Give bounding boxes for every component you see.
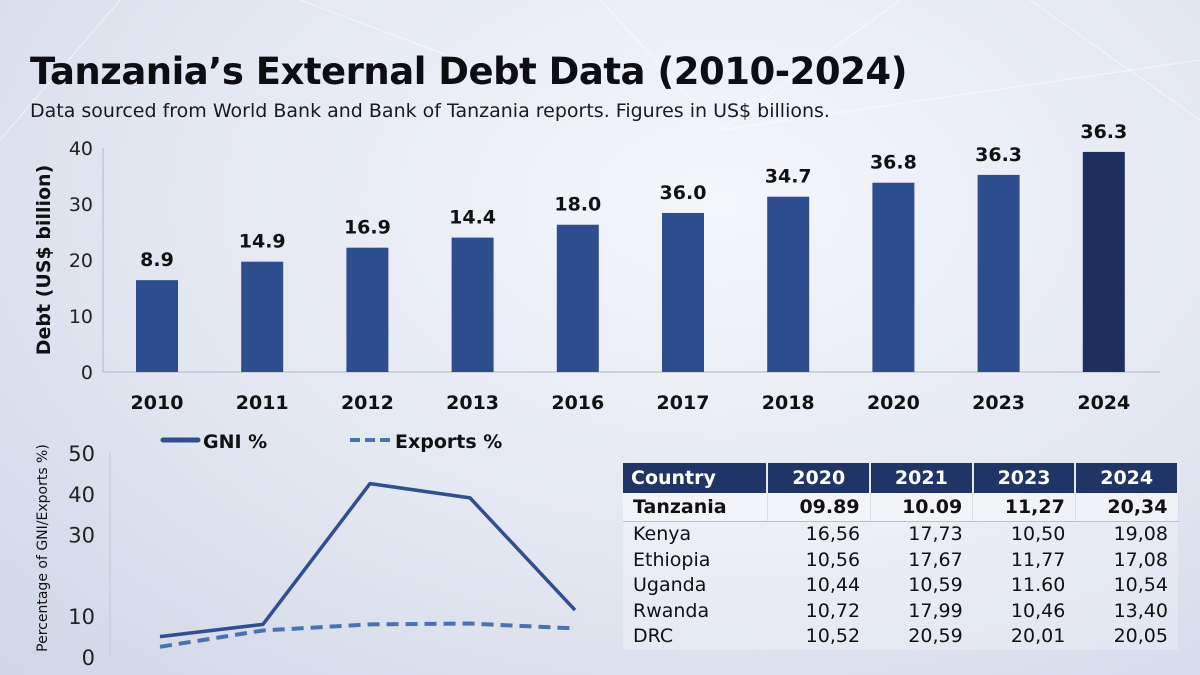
- bar-x-tick-label: 2018: [762, 392, 815, 414]
- value-cell: 10,44: [805, 574, 861, 597]
- country-cell: Uganda: [633, 574, 707, 597]
- series-line-gni: [159, 481, 577, 639]
- value-cell: 16,56: [805, 523, 861, 546]
- table-header-cell: 2021: [870, 463, 974, 493]
- bar-y-tick-label: 20: [69, 250, 93, 272]
- table-row: Uganda 10,44 10,59 11.60 10,54: [623, 573, 1178, 599]
- bar-2011: [241, 261, 284, 372]
- bar-2016: [556, 224, 599, 372]
- bar-data-label: 36.3: [975, 144, 1022, 166]
- bar-data-label: 34.7: [765, 166, 812, 188]
- table-header-cell: 2024: [1075, 463, 1179, 493]
- bar-x-tick-label: 2011: [236, 392, 289, 414]
- bar-y-tick-label: 40: [69, 138, 93, 160]
- bar-2010: [136, 280, 178, 372]
- country-cell: Ethiopia: [633, 548, 711, 571]
- bar-x-tick-label: 2010: [131, 392, 184, 414]
- value-cell: 17,99: [908, 599, 963, 622]
- table-header-cell: 2020: [767, 463, 872, 493]
- debt-bar-chart: Debt (US$ billion) 0 10 20 30 40 8.9 2010 14.9 2…: [33, 121, 1160, 414]
- series-line-exports: [159, 621, 576, 649]
- bar-2018: [767, 196, 810, 372]
- bar-x-tick-label: 2024: [1077, 392, 1130, 414]
- line-y-tick-label: 0: [82, 646, 95, 670]
- bar-x-tick-label: 2012: [341, 392, 394, 414]
- bar-data-label: 14.4: [449, 207, 496, 229]
- bar-y-tick-label: 10: [69, 306, 93, 328]
- legend: GNI % Exports %: [160, 431, 502, 453]
- table-row: Tanzania 09.89 10.09 11,27 20,34: [623, 493, 1179, 522]
- bar-data-label: 14.9: [239, 231, 286, 253]
- gni-exports-line-chart: Percentage of GNI/Exports %) GNI % Expor…: [35, 431, 577, 670]
- value-cell: 17,08: [1113, 548, 1168, 571]
- value-cell: 20,01: [1010, 625, 1066, 648]
- value-cell: 20,34: [1075, 493, 1179, 522]
- table-header-cell: 2023: [972, 463, 1077, 493]
- value-cell: 10,54: [1113, 574, 1168, 597]
- table-row: Rwanda 10,72 17,99 10,46 13,40: [623, 599, 1178, 625]
- bar-data-label: 36.3: [1080, 121, 1127, 143]
- legend-exports-label: Exports %: [395, 431, 502, 453]
- bar-y-axis-label: Debt (US$ billion): [33, 165, 55, 356]
- value-cell: 10,50: [1010, 523, 1066, 546]
- country-cell: Tanzania: [623, 493, 768, 522]
- table-header-row: Country 2020 2021 2023 2024: [623, 463, 1179, 493]
- page-title: Tanzania’s External Debt Data (2010-2024…: [30, 50, 908, 93]
- value-cell: 11,27: [972, 493, 1076, 522]
- legend-gni-label: GNI %: [203, 431, 267, 453]
- line-y-tick-label: 30: [68, 524, 95, 548]
- table-row: Kenya 16,56 17,73 10,50 19,08: [623, 522, 1178, 548]
- value-cell: 20,05: [1113, 625, 1168, 648]
- bar-data-label: 36.8: [870, 152, 917, 174]
- value-cell: 10,52: [805, 625, 861, 648]
- line-y-tick-label: 40: [68, 483, 95, 507]
- page-subtitle: Data sourced from World Bank and Bank of…: [30, 100, 830, 122]
- bar-x-tick-label: 2017: [657, 392, 710, 414]
- value-cell: 20,59: [908, 625, 963, 648]
- value-cell: 10,72: [805, 599, 861, 622]
- country-cell: DRC: [633, 625, 674, 648]
- value-cell: 10.09: [870, 493, 974, 522]
- value-cell: 10,46: [1010, 599, 1066, 622]
- value-cell: 10,56: [805, 548, 861, 571]
- bar-data-label: 8.9: [140, 249, 174, 271]
- table-row: DRC 10,52 20,59 20,01 20,05: [623, 624, 1178, 650]
- country-cell: Kenya: [633, 523, 692, 546]
- bar-2020: [872, 182, 915, 372]
- bar-x-tick-label: 2013: [446, 392, 499, 414]
- bar-2024: [1082, 151, 1125, 372]
- country-cell: Rwanda: [633, 599, 710, 622]
- value-cell: 17,67: [908, 548, 963, 571]
- table-row: Ethiopia 10,56 17,67 11,77 17,08: [623, 548, 1178, 574]
- value-cell: 11.60: [1010, 574, 1066, 597]
- line-y-tick-label: 10: [68, 605, 95, 629]
- line-y-tick-label: 50: [68, 442, 95, 466]
- bar-x-tick-label: 2016: [551, 392, 604, 414]
- bar-2012: [346, 247, 389, 372]
- line-y-axis-label: Percentage of GNI/Exports %): [35, 444, 51, 652]
- value-cell: 11,77: [1010, 548, 1066, 571]
- value-cell: 19,08: [1113, 523, 1168, 546]
- bar-2023: [977, 174, 1020, 372]
- bar-data-label: 36.0: [660, 182, 707, 204]
- debt-comparison-table: Country 2020 2021 2023 2024 Tanzania 09.89 10.…: [623, 463, 1179, 650]
- value-cell: 10,59: [908, 574, 963, 597]
- bar-data-label: 18.0: [554, 194, 601, 216]
- bar-2017: [662, 212, 704, 372]
- table-header-cell: Country: [623, 463, 769, 493]
- bar-x-tick-label: 2020: [867, 392, 920, 414]
- value-cell: 09.89: [767, 493, 871, 522]
- bar-2013: [451, 237, 494, 372]
- bar-data-label: 16.9: [344, 217, 391, 239]
- bar-x-tick-label: 2023: [972, 392, 1025, 414]
- value-cell: 13,40: [1113, 599, 1168, 622]
- bar-y-tick-label: 30: [69, 194, 93, 216]
- value-cell: 17,73: [908, 523, 963, 546]
- bar-y-tick-label: 0: [81, 362, 93, 384]
